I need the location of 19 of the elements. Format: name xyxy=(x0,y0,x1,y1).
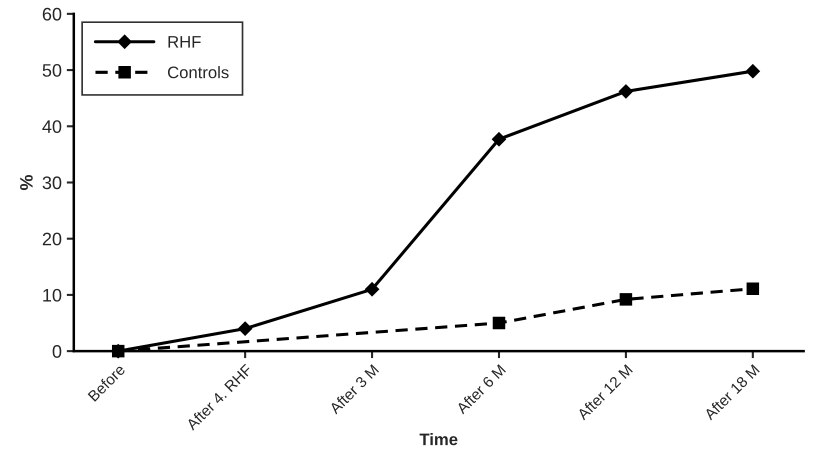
x-axis-title: Time xyxy=(420,433,458,446)
point xyxy=(492,132,506,146)
y-tick-label: 50 xyxy=(42,64,62,77)
y-axis-title: % xyxy=(20,174,33,190)
legend-label: Controls xyxy=(168,66,229,78)
point xyxy=(492,316,506,330)
y-tick-label: 30 xyxy=(42,176,62,190)
y-tick-label: 60 xyxy=(42,8,62,21)
y-tick-label: 40 xyxy=(42,120,62,133)
y-tick-label: 10 xyxy=(43,288,62,302)
y-tick-label: 0 xyxy=(52,345,62,358)
point xyxy=(746,282,760,295)
point xyxy=(238,322,252,336)
point xyxy=(746,64,760,78)
legend-label: RHF xyxy=(168,36,201,48)
point xyxy=(618,84,633,99)
point xyxy=(364,282,380,296)
y-tick-label: 20 xyxy=(42,232,62,246)
point xyxy=(620,293,632,306)
